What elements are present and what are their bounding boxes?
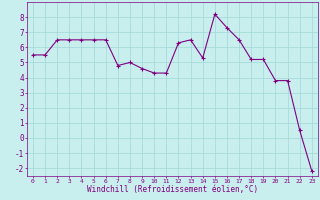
X-axis label: Windchill (Refroidissement éolien,°C): Windchill (Refroidissement éolien,°C) <box>87 185 258 194</box>
